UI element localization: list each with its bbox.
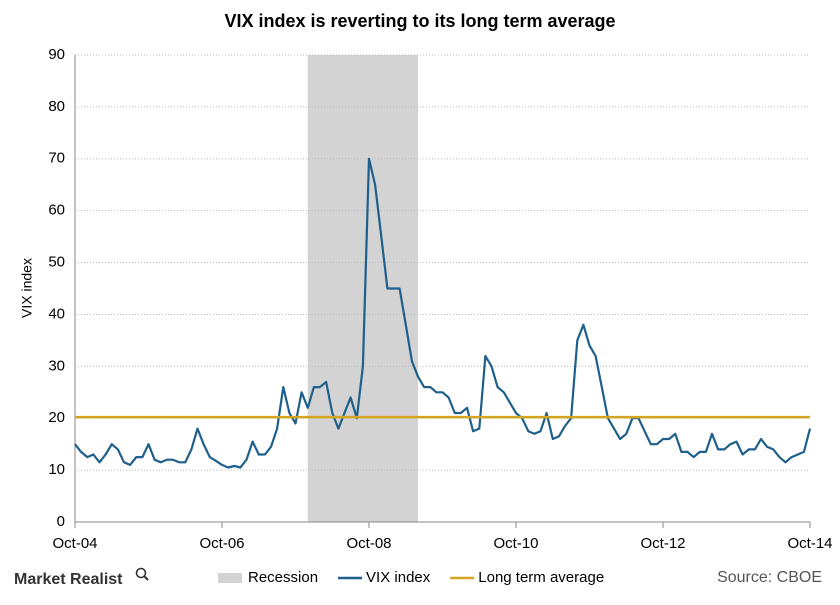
legend-label: VIX index xyxy=(366,569,431,586)
x-tick-label: Oct-06 xyxy=(199,535,244,552)
y-axis-label: VIX index xyxy=(19,258,35,318)
x-tick-label: Oct-04 xyxy=(52,535,97,552)
x-tick-label: Oct-12 xyxy=(640,535,685,552)
y-tick-label: 60 xyxy=(48,202,65,219)
y-tick-label: 20 xyxy=(48,409,65,426)
brand-icon xyxy=(135,567,149,581)
y-tick-label: 40 xyxy=(48,305,65,322)
y-tick-label: 70 xyxy=(48,150,65,167)
y-tick-label: 50 xyxy=(48,254,65,271)
y-tick-label: 30 xyxy=(48,357,65,374)
x-tick-label: Oct-10 xyxy=(493,535,538,552)
brand: Market Realist xyxy=(14,571,123,588)
vix-line xyxy=(74,157,812,469)
y-tick-label: 80 xyxy=(48,98,65,115)
legend-label: Recession xyxy=(248,569,318,586)
source: Source: CBOE xyxy=(717,569,822,586)
recession-band xyxy=(307,55,418,522)
y-tick-label: 10 xyxy=(48,461,65,478)
chart-title: VIX index is reverting to its long term … xyxy=(224,11,615,31)
y-tick-label: 90 xyxy=(48,46,65,63)
legend-label: Long term average xyxy=(478,569,604,586)
x-tick-label: Oct-14 xyxy=(787,535,832,552)
legend-swatch xyxy=(218,573,242,583)
y-tick-label: 0 xyxy=(57,513,65,530)
x-tick-label: Oct-08 xyxy=(346,535,391,552)
